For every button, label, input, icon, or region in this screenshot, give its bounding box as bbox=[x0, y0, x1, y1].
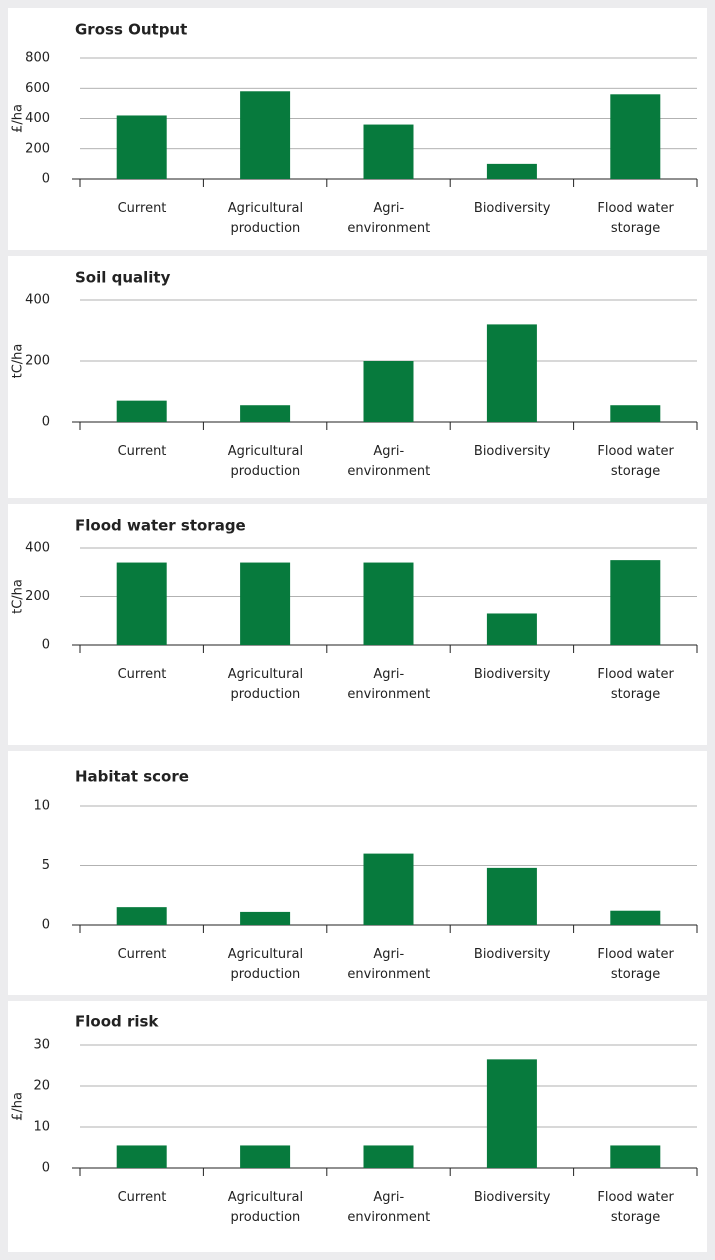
panel bbox=[8, 1001, 707, 1252]
bar bbox=[240, 405, 291, 422]
bar bbox=[116, 907, 167, 925]
x-tick-label: Flood water storage bbox=[597, 444, 674, 479]
y-tick-label: 0 bbox=[42, 415, 50, 430]
x-tick-label: Agricultural production bbox=[227, 444, 304, 479]
y-tick-label: 400 bbox=[25, 541, 50, 556]
x-tick-label: Agricultural production bbox=[227, 667, 304, 702]
bar bbox=[116, 1145, 167, 1168]
x-tick-label: Biodiversity bbox=[473, 947, 551, 962]
chart-title: Soil quality bbox=[75, 269, 171, 287]
bar bbox=[610, 1145, 661, 1168]
x-tick-label: Current bbox=[117, 947, 167, 962]
y-tick-label: 600 bbox=[25, 81, 50, 96]
bar bbox=[610, 910, 661, 925]
y-axis-label: tC/ha bbox=[11, 579, 26, 614]
x-tick-label: Agri- environment bbox=[347, 201, 431, 236]
bar bbox=[486, 1059, 537, 1168]
x-tick-label: Current bbox=[117, 444, 167, 459]
bar bbox=[486, 163, 537, 179]
x-tick-label: Biodiversity bbox=[473, 1190, 551, 1205]
panel bbox=[8, 751, 707, 995]
bar bbox=[116, 400, 167, 422]
x-tick-label: Agricultural production bbox=[227, 1190, 304, 1225]
x-tick-label: Flood water storage bbox=[597, 201, 674, 236]
chart-title: Flood water storage bbox=[75, 517, 246, 535]
x-tick-label: Agricultural production bbox=[227, 201, 304, 236]
x-tick-label: Flood water storage bbox=[597, 1190, 674, 1225]
y-tick-label: 0 bbox=[42, 918, 50, 933]
bar bbox=[240, 562, 291, 645]
bar bbox=[363, 853, 414, 925]
y-tick-label: 800 bbox=[25, 51, 50, 66]
y-tick-label: 10 bbox=[33, 1120, 50, 1135]
bar bbox=[610, 94, 661, 179]
y-tick-label: 200 bbox=[25, 589, 50, 604]
y-tick-label: 10 bbox=[33, 799, 50, 814]
y-tick-label: 400 bbox=[25, 293, 50, 308]
x-tick-label: Current bbox=[117, 667, 167, 682]
x-tick-label: Current bbox=[117, 1190, 167, 1205]
bar bbox=[363, 124, 414, 179]
x-tick-label: Current bbox=[117, 201, 167, 216]
x-tick-label: Flood water storage bbox=[597, 667, 674, 702]
x-tick-label: Biodiversity bbox=[473, 667, 551, 682]
y-tick-label: 400 bbox=[25, 111, 50, 126]
y-tick-label: 30 bbox=[33, 1038, 50, 1053]
bar bbox=[116, 115, 167, 179]
bar bbox=[486, 324, 537, 422]
panel bbox=[8, 256, 707, 498]
bar bbox=[363, 562, 414, 645]
bar bbox=[240, 91, 291, 179]
x-tick-label: Agri- environment bbox=[347, 444, 431, 479]
y-tick-label: 20 bbox=[33, 1079, 50, 1094]
y-tick-label: 0 bbox=[42, 1161, 50, 1176]
bar bbox=[486, 867, 537, 925]
bar bbox=[486, 613, 537, 645]
bar bbox=[610, 560, 661, 645]
chart-title: Habitat score bbox=[75, 768, 189, 786]
y-tick-label: 200 bbox=[25, 354, 50, 369]
bar bbox=[240, 911, 291, 925]
x-tick-label: Agri- environment bbox=[347, 667, 431, 702]
y-axis-label: £/ha bbox=[11, 1092, 26, 1121]
y-axis-label: £/ha bbox=[11, 104, 26, 133]
y-tick-label: 5 bbox=[42, 858, 50, 873]
bar bbox=[363, 361, 414, 422]
chart-title: Flood risk bbox=[75, 1013, 159, 1031]
bar bbox=[363, 1145, 414, 1168]
y-tick-label: 0 bbox=[42, 172, 50, 187]
y-tick-label: 0 bbox=[42, 638, 50, 653]
x-tick-label: Agri- environment bbox=[347, 947, 431, 982]
panel bbox=[8, 504, 707, 745]
bar bbox=[116, 562, 167, 645]
x-tick-label: Agri- environment bbox=[347, 1190, 431, 1225]
x-tick-label: Agricultural production bbox=[227, 947, 304, 982]
chart-title: Gross Output bbox=[75, 21, 187, 39]
bar bbox=[240, 1145, 291, 1168]
y-tick-label: 200 bbox=[25, 141, 50, 156]
x-tick-label: Biodiversity bbox=[473, 444, 551, 459]
x-tick-label: Flood water storage bbox=[597, 947, 674, 982]
bar bbox=[610, 405, 661, 422]
x-tick-label: Biodiversity bbox=[473, 201, 551, 216]
y-axis-label: tC/ha bbox=[11, 344, 26, 379]
